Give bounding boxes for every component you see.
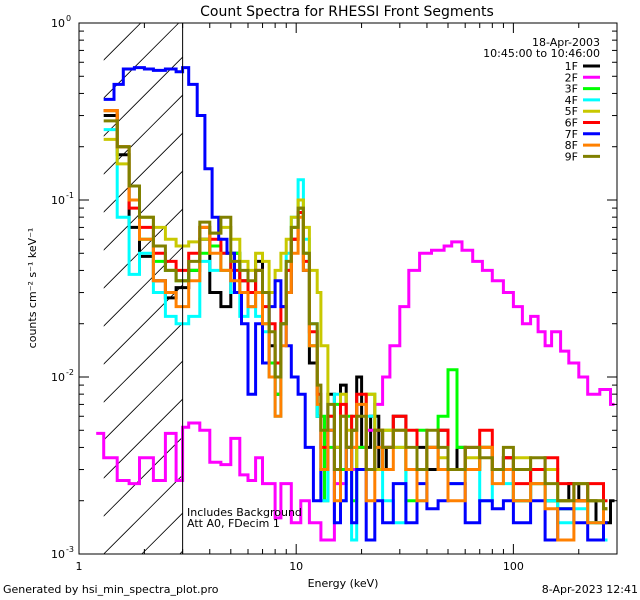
generated-timestamp: 8-Apr-2023 12:41 <box>541 583 638 596</box>
legend-label-6f: 6F <box>565 117 578 130</box>
hatch-line <box>103 56 183 137</box>
y-tick-label: 10 <box>51 371 65 384</box>
time-range-label: 10:45:00 to 10:46:00 <box>483 47 600 60</box>
legend-label-1f: 1F <box>565 60 578 73</box>
legend-label-2f: 2F <box>565 71 578 84</box>
y-tick-label: 10 <box>51 548 65 561</box>
hatch-line <box>103 246 183 327</box>
series-line-7f <box>103 66 608 542</box>
chart-title: Count Spectra for RHESSI Front Segments <box>200 4 494 20</box>
x-tick-label: 100 <box>503 560 524 573</box>
legend-label-8f: 8F <box>565 139 578 152</box>
x-tick-label: 10 <box>289 560 303 573</box>
legend-label-3f: 3F <box>565 83 578 96</box>
y-tick-label: 10 <box>51 17 65 30</box>
hatch-line <box>103 94 183 175</box>
series-lines <box>96 66 615 542</box>
annotation-background: Includes Background <box>187 506 302 519</box>
x-tick-label: 1 <box>76 560 83 573</box>
y-tick-exponent: -3 <box>66 545 74 554</box>
x-axis-label: Energy (keV) <box>308 577 379 590</box>
legend-label-9f: 9F <box>565 150 578 163</box>
legend-label-5f: 5F <box>565 105 578 118</box>
y-tick-exponent: -1 <box>66 191 74 200</box>
generated-by-label: Generated by hsi_min_spectra_plot.pro <box>3 583 219 596</box>
date-label: 18-Apr-2003 <box>532 36 600 49</box>
legend-label-7f: 7F <box>565 128 578 141</box>
y-tick-label: 10 <box>51 194 65 207</box>
legend-label-4f: 4F <box>565 94 578 107</box>
y-tick-exponent: 0 <box>66 14 71 23</box>
y-axis-label: counts cm⁻² s⁻¹ keV⁻¹ <box>26 228 39 349</box>
series-line-9f <box>103 119 608 511</box>
y-tick-exponent: -2 <box>66 368 74 377</box>
plot-frame <box>78 22 618 555</box>
annotation-attenuator: Att A0, FDecim 1 <box>187 517 280 530</box>
